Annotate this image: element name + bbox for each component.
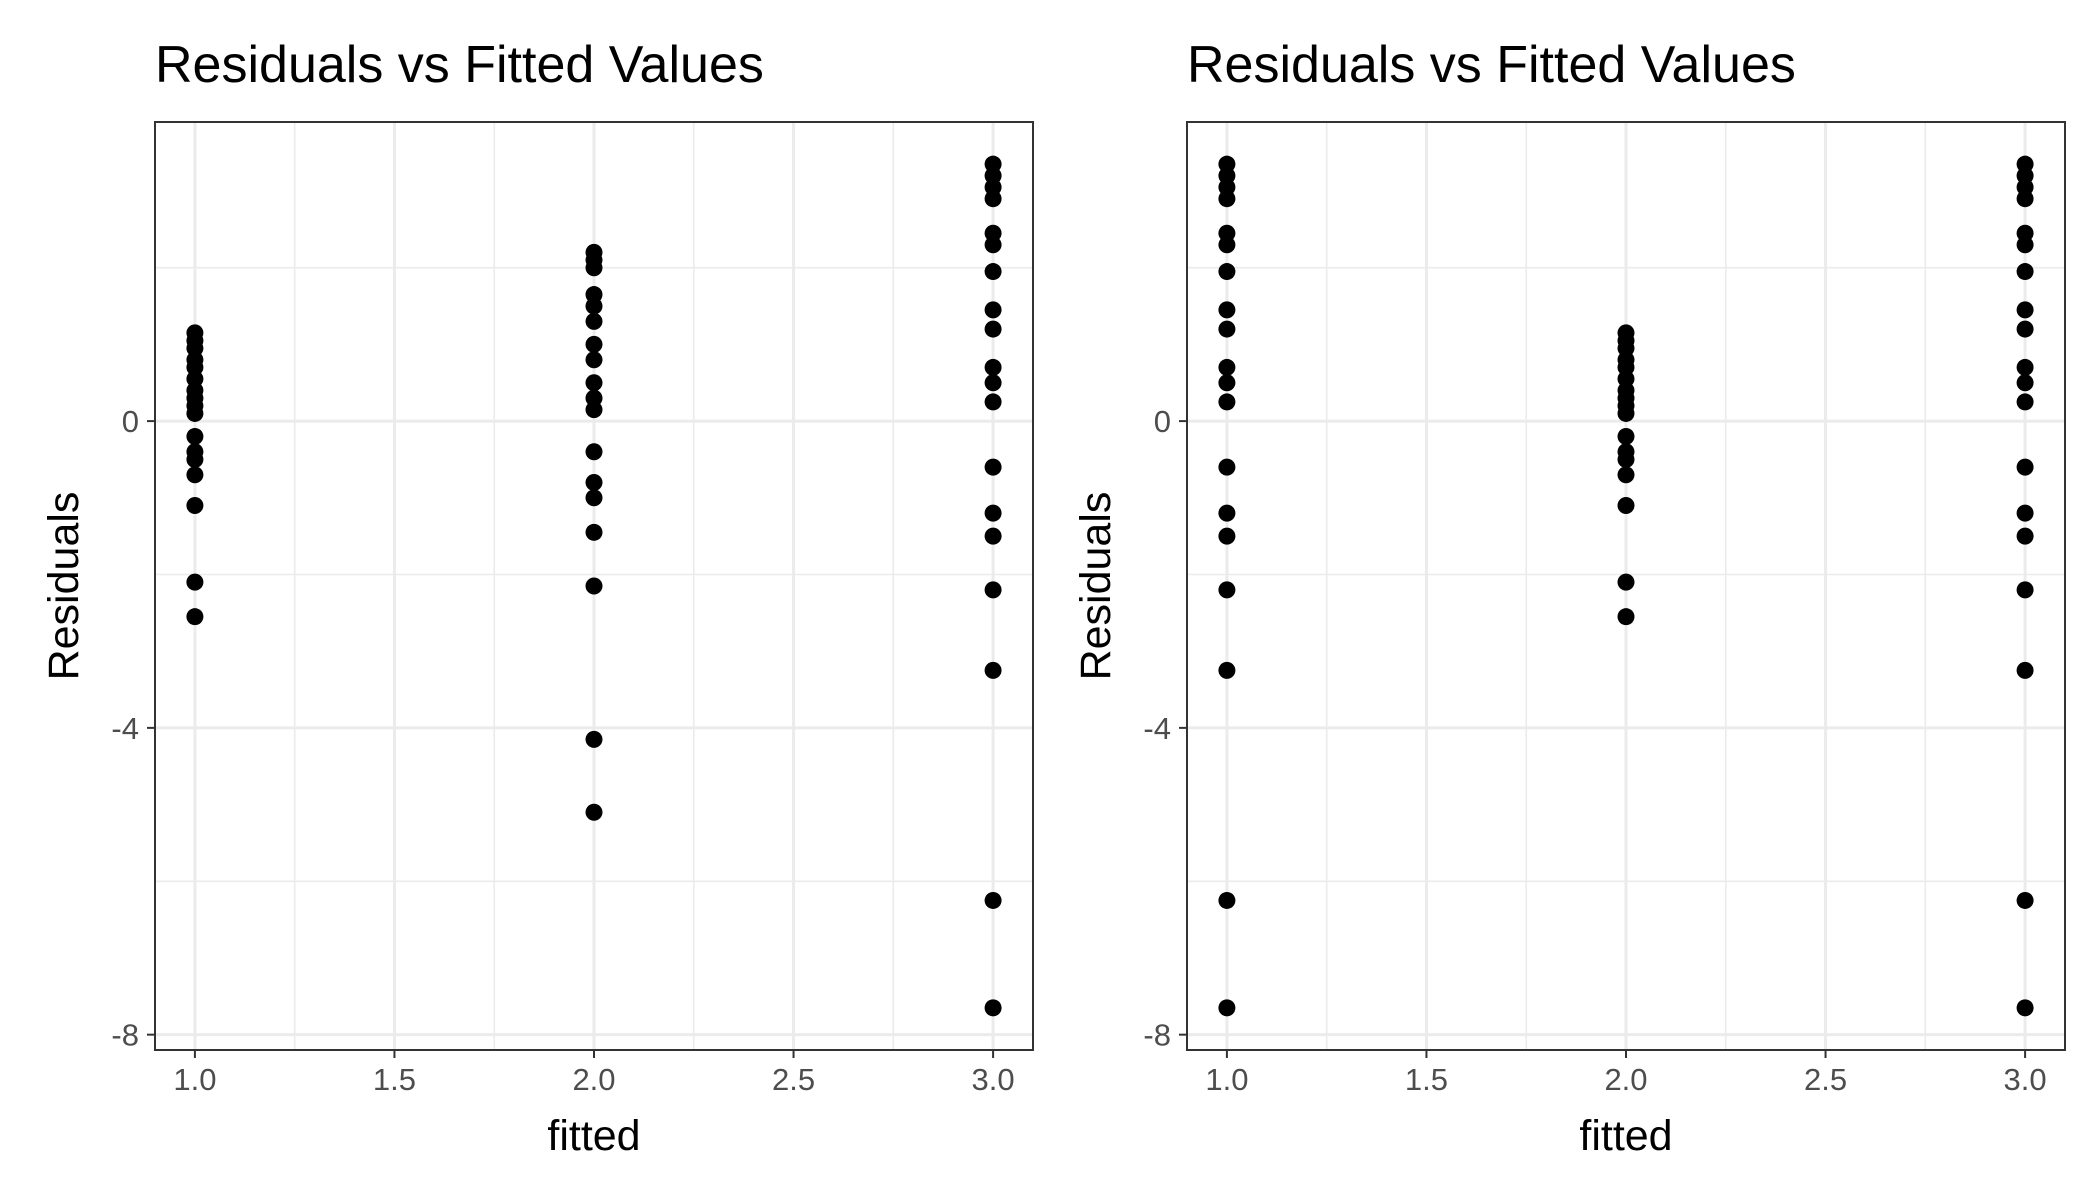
scatter-point: [585, 297, 603, 315]
scatter-point: [186, 450, 204, 468]
scatter-point: [1617, 450, 1635, 468]
x-tick-label: 2.0: [572, 1062, 615, 1097]
scatter-point: [1617, 573, 1635, 591]
scatter-point: [585, 312, 603, 330]
scatter-point: [984, 358, 1002, 376]
scatter-point: [585, 335, 603, 353]
scatter-point: [2016, 661, 2034, 679]
scatter-point: [585, 351, 603, 369]
scatter-point: [1617, 427, 1635, 445]
y-tick-label: -4: [111, 711, 139, 746]
scatter-point: [984, 504, 1002, 522]
scatter-point: [585, 259, 603, 277]
scatter-point: [585, 577, 603, 595]
scatter-point: [1218, 263, 1236, 281]
scatter-point: [984, 999, 1002, 1017]
scatter-point: [984, 581, 1002, 599]
y-tick-label: -4: [1143, 711, 1171, 746]
scatter-point: [1218, 661, 1236, 679]
scatter-point: [2016, 320, 2034, 338]
scatter-point: [984, 263, 1002, 281]
scatter-point: [2016, 458, 2034, 476]
scatter-point: [2016, 393, 2034, 411]
x-tick-label: 1.5: [1405, 1062, 1448, 1097]
scatter-point: [186, 573, 204, 591]
scatter-point: [1218, 527, 1236, 545]
scatter-point: [2016, 358, 2034, 376]
left-scatter-panel: 1.0 1.5 2.0 2.5 3.0 -8 -4 0 Residuals vs Fitted …: [40, 36, 1034, 1160]
x-tick-label: 1.0: [1205, 1062, 1248, 1097]
scatter-point: [1218, 358, 1236, 376]
scatter-point: [1617, 496, 1635, 514]
scatter-point: [585, 730, 603, 748]
chart-title: Residuals vs Fitted Values: [155, 36, 764, 94]
scatter-point: [1218, 236, 1236, 254]
scatter-point: [1218, 301, 1236, 319]
scatter-point: [1218, 320, 1236, 338]
scatter-point: [984, 301, 1002, 319]
scatter-point: [585, 523, 603, 541]
x-tick-label: 2.0: [1604, 1062, 1647, 1097]
scatter-point: [1218, 374, 1236, 392]
x-tick-label: 1.5: [373, 1062, 416, 1097]
scatter-point: [585, 489, 603, 507]
scatter-point: [585, 473, 603, 491]
x-tick-label: 2.5: [1804, 1062, 1847, 1097]
scatter-point: [2016, 190, 2034, 208]
scatter-point: [2016, 891, 2034, 909]
y-tick-label: -8: [1143, 1018, 1171, 1053]
chart-title: Residuals vs Fitted Values: [1187, 36, 1796, 94]
scatter-point: [585, 374, 603, 392]
scatter-point: [2016, 374, 2034, 392]
y-tick-label: 0: [1154, 404, 1171, 439]
scatter-point: [1218, 190, 1236, 208]
scatter-point: [1218, 458, 1236, 476]
scatter-point: [984, 374, 1002, 392]
right-scatter-panel: 1.0 1.5 2.0 2.5 3.0 -8 -4 0 Residuals vs Fitted …: [1072, 36, 2066, 1160]
scatter-point: [2016, 301, 2034, 319]
scatter-point: [585, 803, 603, 821]
scatter-point: [2016, 581, 2034, 599]
scatter-point: [1218, 393, 1236, 411]
scatter-point: [1617, 466, 1635, 484]
x-tick-label: 3.0: [972, 1062, 1015, 1097]
scatter-point: [2016, 504, 2034, 522]
x-axis-label: fitted: [547, 1112, 640, 1160]
scatter-point: [585, 443, 603, 461]
scatter-point: [186, 404, 204, 422]
scatter-point: [984, 320, 1002, 338]
scatter-point: [2016, 236, 2034, 254]
scatter-point: [1617, 608, 1635, 626]
y-tick-label: 0: [122, 404, 139, 439]
scatter-point: [585, 401, 603, 419]
scatter-point: [1218, 999, 1236, 1017]
scatter-point: [1617, 404, 1635, 422]
scatter-point: [2016, 263, 2034, 281]
scatter-point: [186, 608, 204, 626]
y-tick-label: -8: [111, 1018, 139, 1053]
scatter-point: [186, 466, 204, 484]
x-tick-label: 3.0: [2004, 1062, 2047, 1097]
x-axis-label: fitted: [1579, 1112, 1672, 1160]
y-axis-label: Residuals: [1072, 492, 1120, 681]
scatter-point: [984, 190, 1002, 208]
scatter-point: [1218, 891, 1236, 909]
scatter-point: [984, 393, 1002, 411]
scatter-point: [186, 496, 204, 514]
scatter-point: [1218, 581, 1236, 599]
scatter-point: [1218, 504, 1236, 522]
scatter-point: [984, 527, 1002, 545]
scatter-point: [2016, 527, 2034, 545]
scatter-point: [984, 458, 1002, 476]
scatter-point: [186, 427, 204, 445]
x-tick-label: 1.0: [173, 1062, 216, 1097]
x-tick-label: 2.5: [772, 1062, 815, 1097]
scatter-point: [984, 236, 1002, 254]
scatter-point: [984, 891, 1002, 909]
scatter-point: [2016, 999, 2034, 1017]
y-axis-label: Residuals: [40, 492, 88, 681]
scatter-point: [984, 661, 1002, 679]
